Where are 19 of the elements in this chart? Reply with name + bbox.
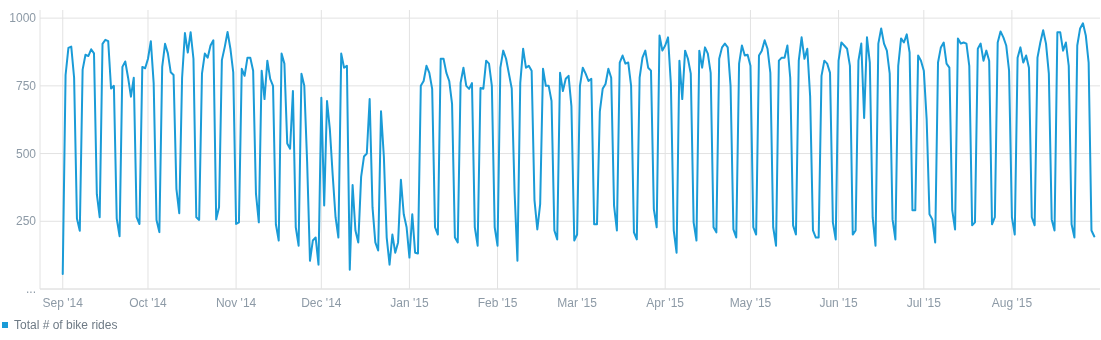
x-tick-label: May '15 [729, 296, 772, 310]
x-tick-label: Feb '15 [477, 296, 518, 310]
y-tick-label: ... [25, 282, 36, 297]
x-tick-label: Apr '15 [646, 296, 685, 310]
y-tick-label: 750 [15, 79, 37, 94]
legend-label: Total # of bike rides [14, 318, 118, 333]
x-tick-label: Sep '14 [42, 296, 84, 310]
x-tick-label: Nov '14 [215, 296, 257, 310]
x-tick-label: Aug '15 [991, 296, 1033, 310]
x-tick-label: Jan '15 [390, 296, 429, 310]
y-tick-label: 500 [15, 146, 37, 161]
x-tick-label: Jun '15 [819, 296, 859, 310]
x-tick-label: Dec '14 [301, 296, 342, 310]
x-tick-label: Mar '15 [557, 296, 598, 310]
y-tick-label: 1000 [9, 11, 37, 26]
x-tick-label: Jul '15 [906, 296, 942, 310]
y-tick-label: 250 [15, 214, 37, 229]
line-series [61, 22, 1096, 276]
x-tick-label: Oct '14 [129, 296, 168, 310]
